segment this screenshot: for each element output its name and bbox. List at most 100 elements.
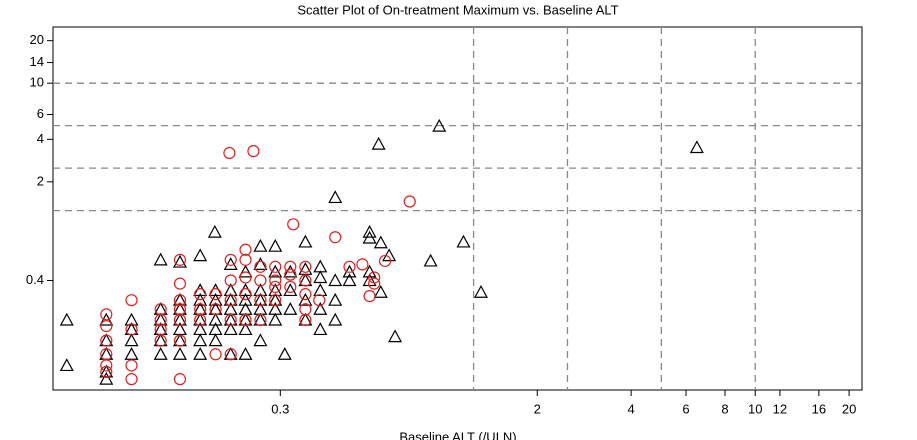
triangle-point [208,292,223,306]
circle-point [173,277,187,290]
circle-point [269,274,282,287]
triangle-point [283,302,298,315]
circle-point [173,253,187,266]
triangle-point [328,190,343,204]
triangle-point [253,283,268,297]
circle-point [368,277,381,290]
triangle-point [238,347,253,360]
circle-point [209,303,222,316]
y-tick-label: 20 [30,32,44,47]
circle-point [239,253,252,266]
circle-point [125,373,138,386]
circle-point [100,334,113,347]
circle-point [224,294,237,307]
x-tick-label: 8 [721,401,728,416]
triangle-point [223,283,238,297]
circle-point [284,280,297,294]
triangle-point [298,262,313,275]
triangle-point [253,257,268,270]
triangle-point [388,329,403,343]
chart-title: Scatter Plot of On-treatment Maximum vs.… [297,2,618,17]
triangle-point [124,347,139,360]
x-axis-label: Baseline ALT (/ULN) [399,429,516,440]
circle-point [239,288,252,301]
triangle-point [253,333,268,347]
circle-point [154,303,167,316]
triangle-point [193,333,208,347]
circle-point [209,288,222,301]
triangle-point [268,238,283,252]
triangle-point [328,292,343,306]
circle-point [194,288,207,301]
triangle-point [172,347,187,360]
triangle-point [253,238,268,252]
triangle-point [208,312,223,326]
circle-point [299,288,312,301]
circle-point [269,280,282,294]
triangle-point [328,312,343,326]
circle-point [356,258,369,271]
triangle-point [298,234,313,248]
triangle-point [456,234,471,248]
triangle-point [208,322,223,336]
circle-point [125,323,138,336]
circle-point [363,289,376,303]
circle-point [173,303,187,316]
circle-point [100,320,113,333]
y-tick-label: 10 [30,75,44,90]
triangle-point [193,322,208,336]
triangle-point [99,371,114,385]
x-tick-label: 4 [628,401,635,416]
circle-point [224,253,237,266]
triangle-point [313,302,328,315]
circle-point [343,260,356,273]
circle-point [284,260,297,273]
circle-point [299,274,312,287]
triangle-point [373,235,388,249]
x-tick-label: 16 [812,401,826,416]
x-tick-label: 20 [842,401,856,416]
circle-point [100,348,113,361]
triangle-point [373,285,388,298]
circle-point [269,260,282,273]
circle-point [299,260,312,273]
y-tick-label: 0.4 [26,272,44,287]
triangle-point [268,312,283,326]
triangle-point [362,264,377,278]
circle-point [368,271,381,284]
circle-point [209,348,222,361]
circle-point [223,146,236,160]
y-tick-label: 6 [37,106,44,121]
circle-point [239,271,252,284]
circle-point [194,303,207,316]
circle-point [247,145,260,158]
circle-point [100,308,113,321]
triangle-point [268,302,283,315]
y-tick-label: 4 [37,131,44,146]
triangle-point [328,273,343,287]
triangle-point [362,224,377,238]
triangle-point [172,322,187,336]
circle-point [403,195,416,208]
triangle-point [238,264,253,278]
triangle-point [223,322,238,336]
triangle-point [689,140,704,154]
x-tick-label: 0.3 [271,401,289,416]
x-tick-label: 2 [534,401,541,416]
triangle-point [238,292,253,306]
triangle-point [432,118,447,132]
triangle-point [193,347,208,360]
circle-point [254,294,267,307]
triangle-point [423,253,438,267]
triangle-point [298,292,313,306]
circle-point [269,294,282,307]
circle-point [173,294,187,307]
triangle-point [193,248,208,262]
y-tick-label: 14 [30,54,44,69]
circle-point [254,313,267,327]
triangle-point [283,283,298,297]
triangle-point [207,224,222,238]
circle-point [313,294,326,307]
circle-point [239,313,252,327]
